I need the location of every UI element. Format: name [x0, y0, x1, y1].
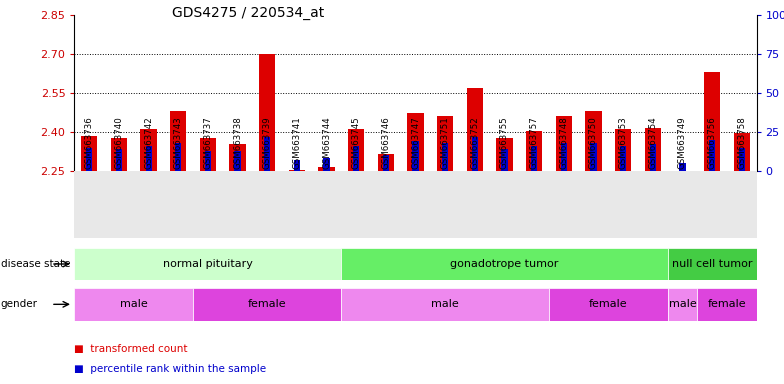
Bar [644, 128, 661, 171]
Bar [620, 146, 626, 171]
Bar [408, 113, 423, 171]
Bar [146, 146, 152, 171]
Bar [175, 143, 181, 171]
Bar [668, 248, 757, 280]
Bar [437, 116, 453, 171]
Text: GDS4275 / 220534_at: GDS4275 / 220534_at [172, 6, 325, 20]
Bar [739, 147, 745, 171]
Bar [526, 131, 543, 171]
Bar [383, 155, 389, 171]
Bar [679, 163, 685, 171]
Bar [531, 146, 537, 171]
Bar [442, 143, 448, 171]
Bar [668, 288, 697, 321]
Text: male: male [669, 299, 696, 310]
Bar [378, 154, 394, 171]
Bar [82, 136, 97, 171]
Bar [294, 160, 300, 171]
Bar [170, 111, 187, 171]
Text: disease state: disease state [1, 259, 71, 269]
Bar [200, 139, 216, 171]
Text: ■  percentile rank within the sample: ■ percentile rank within the sample [74, 364, 267, 374]
Text: male: male [431, 299, 459, 310]
Bar [74, 288, 193, 321]
Bar [264, 137, 270, 171]
Bar [341, 248, 668, 280]
Text: gender: gender [1, 299, 38, 310]
Bar [615, 129, 631, 171]
Text: female: female [708, 299, 746, 310]
Bar [348, 129, 365, 171]
Bar [289, 170, 305, 171]
Bar [140, 129, 157, 171]
Bar [353, 146, 359, 171]
Bar [697, 288, 757, 321]
Bar [230, 144, 245, 171]
Text: normal pituitary: normal pituitary [163, 259, 253, 269]
Bar [324, 159, 329, 171]
Bar [549, 288, 668, 321]
Bar [734, 133, 750, 171]
Bar [412, 141, 419, 171]
Bar [341, 288, 549, 321]
Bar [586, 111, 601, 171]
Bar [111, 139, 127, 171]
Text: female: female [248, 299, 287, 310]
Bar [502, 149, 507, 171]
Bar [472, 137, 478, 171]
Text: male: male [120, 299, 147, 310]
Bar [259, 54, 275, 171]
Bar [86, 147, 93, 171]
Text: ■  transformed count: ■ transformed count [74, 344, 188, 354]
Bar [561, 143, 567, 171]
Bar [496, 139, 513, 171]
Bar [556, 116, 572, 171]
Bar [116, 149, 122, 171]
Bar [590, 143, 597, 171]
Bar [205, 151, 211, 171]
Text: null cell tumor: null cell tumor [672, 259, 753, 269]
Bar [193, 288, 341, 321]
Bar [318, 167, 335, 171]
Bar [704, 73, 720, 171]
Bar [74, 248, 341, 280]
Bar [234, 151, 241, 171]
Text: female: female [589, 299, 628, 310]
Text: gonadotrope tumor: gonadotrope tumor [450, 259, 559, 269]
Bar [650, 144, 656, 171]
Bar [709, 140, 715, 171]
Bar [466, 88, 483, 171]
